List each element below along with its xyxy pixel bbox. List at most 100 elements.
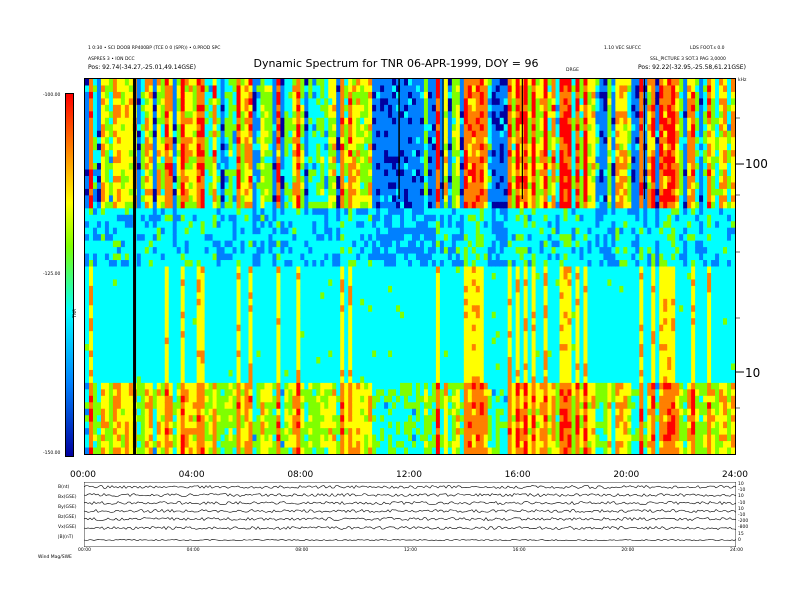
heatmap-cell bbox=[288, 350, 293, 358]
heatmap-cell bbox=[400, 214, 405, 222]
heatmap-cell bbox=[148, 324, 154, 332]
heatmap-cell bbox=[232, 382, 238, 390]
heatmap-cell bbox=[368, 447, 373, 454]
heatmap-cell bbox=[320, 201, 325, 209]
heatmap-cell bbox=[423, 98, 429, 106]
heatmap-cell bbox=[104, 344, 110, 352]
heatmap-cell bbox=[400, 292, 405, 300]
heatmap-cell bbox=[292, 285, 297, 293]
heatmap-cell bbox=[276, 117, 281, 125]
heatmap-cell bbox=[180, 79, 186, 87]
heatmap-cell bbox=[224, 163, 230, 171]
heatmap-cell bbox=[316, 79, 321, 87]
heatmap-cell bbox=[88, 324, 94, 332]
heatmap-cell bbox=[268, 395, 274, 403]
heatmap-cell bbox=[156, 182, 162, 190]
heatmap-cell bbox=[304, 324, 309, 332]
heatmap-cell bbox=[128, 395, 134, 403]
heatmap-cell bbox=[212, 421, 218, 429]
heatmap-cell bbox=[400, 240, 405, 248]
heatmap-cell bbox=[280, 389, 285, 397]
heatmap-cell bbox=[188, 188, 194, 196]
heatmap-cell bbox=[236, 298, 242, 306]
heatmap-cell bbox=[184, 305, 190, 313]
heatmap-cell bbox=[336, 79, 341, 87]
heatmap-cell bbox=[176, 337, 182, 345]
heatmap-cell bbox=[232, 395, 238, 403]
heatmap-cell bbox=[388, 143, 393, 151]
heatmap-cell bbox=[140, 344, 146, 352]
heatmap-cell bbox=[236, 98, 242, 106]
heatmap-cell bbox=[108, 201, 114, 209]
heatmap-cell bbox=[260, 266, 266, 274]
heatmap-cell bbox=[388, 357, 393, 365]
heatmap-cell bbox=[124, 260, 130, 268]
heatmap-cell bbox=[292, 421, 297, 429]
heatmap-cell bbox=[356, 227, 361, 235]
heatmap-cell bbox=[124, 272, 130, 281]
heatmap-cell bbox=[356, 389, 361, 397]
heatmap-cell bbox=[419, 298, 425, 306]
heatmap-cell bbox=[304, 175, 309, 184]
heatmap-cell bbox=[164, 434, 170, 442]
heatmap-cell bbox=[236, 305, 242, 313]
heatmap-cell bbox=[100, 279, 106, 287]
heatmap-cell bbox=[172, 305, 178, 313]
heatmap-cell bbox=[224, 408, 230, 416]
chart-title: Dynamic Spectrum for TNR 06-APR-1999, DO… bbox=[253, 57, 539, 70]
heatmap-cell bbox=[376, 337, 381, 345]
heatmap-cell bbox=[168, 441, 174, 449]
heatmap-cell bbox=[264, 169, 270, 177]
heatmap-cell bbox=[156, 441, 162, 449]
heatmap-cell bbox=[212, 376, 218, 384]
heatmap-cell bbox=[272, 272, 278, 281]
heatmap-cell bbox=[184, 402, 190, 410]
heatmap-cell bbox=[96, 98, 102, 106]
heatmap-cell bbox=[264, 415, 270, 423]
heatmap-cell bbox=[252, 292, 258, 300]
heatmap-cell bbox=[260, 79, 266, 87]
heatmap-cell bbox=[324, 434, 329, 442]
heatmap-cell bbox=[360, 266, 365, 274]
heatmap-cell bbox=[212, 163, 218, 171]
heatmap-cell bbox=[184, 234, 190, 242]
heatmap-cell bbox=[92, 389, 98, 397]
heatmap-cell bbox=[372, 408, 377, 416]
heatmap-cell bbox=[156, 104, 162, 112]
heatmap-cell bbox=[328, 227, 333, 235]
heatmap-cell bbox=[332, 298, 337, 306]
heatmap-cell bbox=[404, 292, 409, 300]
heatmap-cell bbox=[116, 91, 122, 99]
heatmap-cell bbox=[344, 421, 349, 429]
heatmap-cell bbox=[392, 382, 397, 390]
heatmap-cell bbox=[216, 331, 222, 339]
heatmap-cell bbox=[368, 344, 373, 352]
heatmap-cell bbox=[423, 337, 429, 345]
heatmap-cell bbox=[120, 395, 126, 403]
heatmap-cell bbox=[124, 337, 130, 345]
heatmap-cell bbox=[156, 195, 162, 203]
heatmap-cell bbox=[244, 175, 250, 184]
heatmap-cell bbox=[216, 253, 222, 261]
heatmap-cell bbox=[423, 137, 429, 145]
heatmap-cell bbox=[168, 447, 174, 454]
heatmap-cell bbox=[336, 98, 341, 106]
heatmap-cell bbox=[116, 292, 122, 300]
heatmap-cell bbox=[164, 389, 170, 397]
heatmap-cell bbox=[336, 91, 341, 99]
heatmap-cell bbox=[344, 415, 349, 423]
heatmap-cell bbox=[419, 98, 425, 106]
heatmap-cell bbox=[392, 389, 397, 397]
heatmap-cell bbox=[88, 344, 94, 352]
heatmap-cell bbox=[320, 227, 325, 235]
heatmap-cell bbox=[396, 240, 401, 248]
heatmap-cell bbox=[152, 156, 158, 164]
heatmap-cell bbox=[156, 208, 162, 216]
heatmap-cell bbox=[356, 298, 361, 306]
heatmap-cell bbox=[192, 240, 198, 248]
heatmap-cell bbox=[264, 298, 270, 306]
heatmap-cell bbox=[144, 214, 150, 222]
heatmap-cell bbox=[344, 253, 349, 261]
heatmap-cell bbox=[176, 124, 182, 132]
heatmap-cell bbox=[136, 428, 142, 436]
